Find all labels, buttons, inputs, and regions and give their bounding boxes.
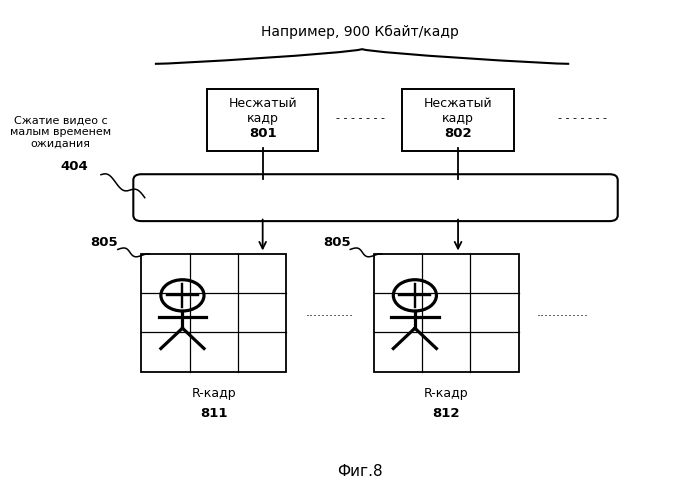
Text: 811: 811 (200, 407, 228, 420)
Text: 812: 812 (433, 407, 460, 420)
Text: Сжатие видео с
малым временем
ожидания: Сжатие видео с малым временем ожидания (10, 116, 111, 149)
Text: 805: 805 (323, 236, 351, 248)
FancyBboxPatch shape (402, 89, 514, 151)
Text: 404: 404 (60, 160, 88, 173)
Text: Например, 900 Кбайт/кадр: Например, 900 Кбайт/кадр (261, 25, 459, 39)
Text: - - - - - - -: - - - - - - - (336, 113, 385, 123)
Text: R-кадр: R-кадр (192, 387, 236, 400)
FancyBboxPatch shape (133, 174, 617, 221)
Text: Несжатый
кадр: Несжатый кадр (424, 97, 492, 125)
FancyBboxPatch shape (207, 89, 318, 151)
Text: Фиг.8: Фиг.8 (337, 464, 383, 479)
Text: 802: 802 (444, 127, 472, 140)
Text: .............: ............. (536, 306, 589, 320)
Text: Несжатый
кадр: Несжатый кадр (228, 97, 297, 125)
Bar (374, 254, 519, 371)
Text: - - - - - - -: - - - - - - - (558, 113, 607, 123)
Text: 801: 801 (249, 127, 276, 140)
Text: 805: 805 (90, 236, 118, 248)
Text: ............: ............ (306, 306, 354, 320)
Bar (141, 254, 286, 371)
Text: R-кадр: R-кадр (424, 387, 468, 400)
